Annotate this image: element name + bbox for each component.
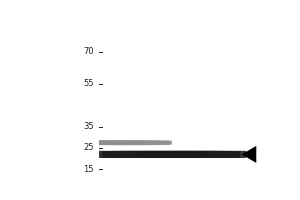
Text: 70: 70: [83, 47, 93, 56]
FancyBboxPatch shape: [68, 151, 174, 158]
FancyBboxPatch shape: [70, 140, 172, 145]
Text: 25: 25: [83, 144, 93, 152]
FancyBboxPatch shape: [167, 151, 272, 158]
Text: 35: 35: [83, 122, 93, 131]
FancyBboxPatch shape: [134, 151, 240, 158]
Polygon shape: [242, 146, 256, 163]
FancyBboxPatch shape: [102, 151, 208, 158]
Text: 15: 15: [83, 165, 93, 174]
Text: 55: 55: [83, 79, 93, 88]
